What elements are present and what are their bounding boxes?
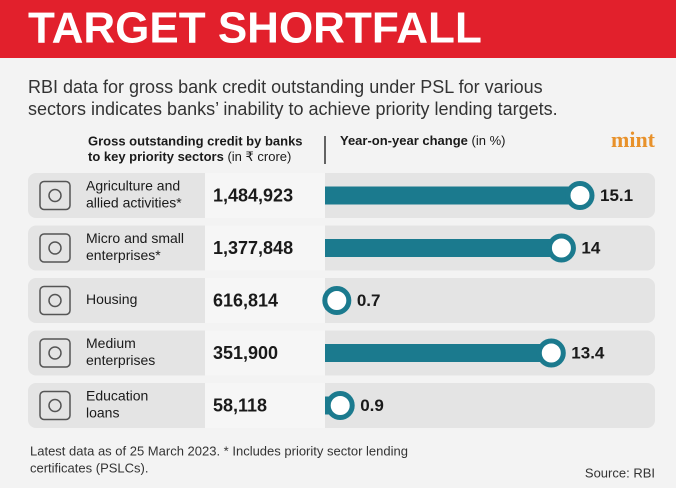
row-icon [48, 346, 62, 360]
row-icon [39, 180, 71, 211]
column-header-unit: (in ₹ crore) [227, 149, 291, 164]
footnote: Latest data as of 25 March 2023. * Inclu… [30, 443, 408, 458]
value-label: 13.4 [571, 343, 605, 362]
column-header-unit: (in %) [472, 133, 506, 148]
column-header: to key priority sectors (in ₹ crore) [88, 149, 291, 164]
row-icon [39, 390, 71, 421]
credit-value: 1,377,848 [213, 238, 293, 258]
chart-title: TARGET SHORTFALL [28, 4, 482, 53]
bar [325, 239, 562, 257]
credit-cell [205, 225, 325, 271]
footnote: certificates (PSLCs). [30, 460, 148, 475]
row-icon [39, 285, 71, 316]
category-label: enterprises [86, 352, 155, 368]
row-icon [48, 241, 62, 255]
category-label: Agriculture and [86, 178, 180, 194]
bar [325, 186, 580, 205]
value-label: 15.1 [600, 186, 633, 205]
title-banner [0, 0, 676, 58]
column-header: Gross outstanding credit by banks [88, 133, 303, 148]
bar-end-marker [565, 181, 595, 210]
value-label: 14 [581, 238, 600, 257]
bar-end-marker [536, 338, 566, 368]
column-header: Year-on-year change [340, 133, 468, 148]
credit-cell [205, 173, 325, 218]
category-label: Education [86, 388, 148, 404]
credit-cell [205, 383, 325, 428]
credit-value: 1,484,923 [213, 185, 293, 205]
bar-end-marker [546, 233, 576, 263]
credit-value: 616,814 [213, 290, 278, 310]
category-label: loans [86, 405, 119, 421]
bar-end-marker [322, 286, 352, 315]
column-header: to key priority sectors [88, 149, 224, 164]
credit-value: 351,900 [213, 343, 278, 363]
bar [325, 344, 552, 362]
subtitle: sectors indicates banks’ inability to ac… [28, 99, 558, 119]
category-label: enterprises* [86, 247, 161, 263]
bar-end-marker [325, 391, 355, 420]
category-label: Micro and small [86, 230, 184, 246]
subtitle: RBI data for gross bank credit outstandi… [28, 77, 543, 97]
category-label: allied activities* [86, 195, 182, 211]
row-icon [48, 293, 62, 308]
row-icon [39, 233, 71, 263]
category-label: Housing [86, 291, 137, 307]
credit-cell [205, 330, 325, 376]
column-header: Year-on-year change (in %) [340, 133, 505, 148]
brand-logo: mint [611, 127, 656, 152]
row-icon [48, 398, 62, 413]
credit-value: 58,118 [213, 395, 267, 415]
credit-cell [205, 278, 325, 323]
value-label: 0.7 [357, 291, 381, 310]
category-label: Medium [86, 335, 136, 351]
value-label: 0.9 [360, 396, 384, 415]
row-icon [39, 338, 71, 368]
row-icon [48, 188, 62, 203]
source: Source: RBI [585, 465, 655, 480]
